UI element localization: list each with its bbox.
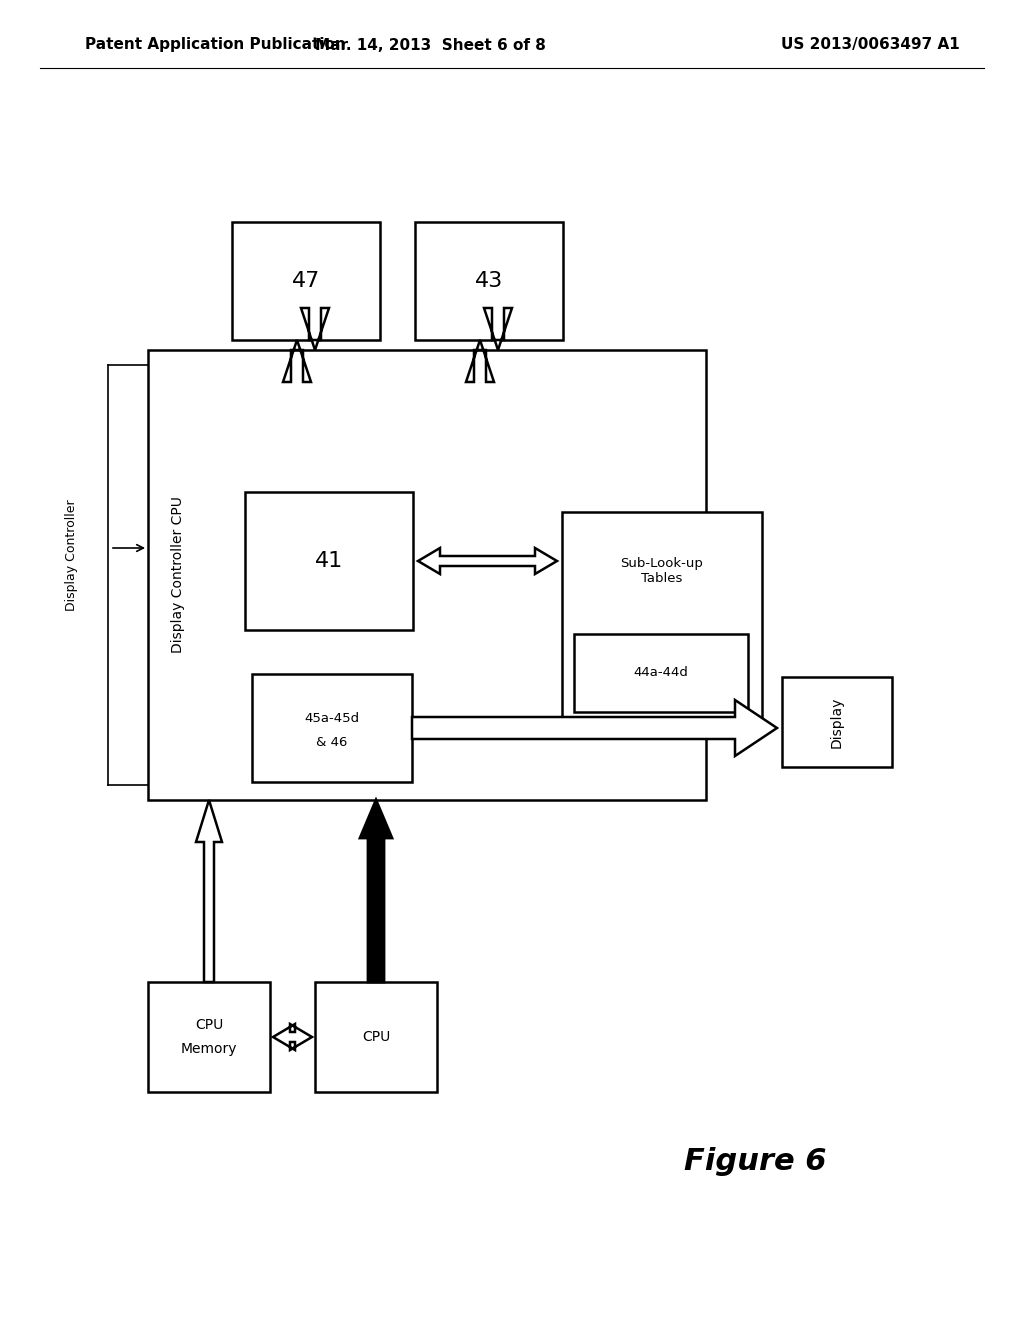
Polygon shape xyxy=(418,548,557,574)
Polygon shape xyxy=(360,800,392,982)
Text: Display Controller: Display Controller xyxy=(66,499,79,611)
Polygon shape xyxy=(273,1024,312,1049)
Text: Sub-Look-up
Tables: Sub-Look-up Tables xyxy=(621,557,703,585)
Text: Memory: Memory xyxy=(181,1041,238,1056)
Text: Patent Application Publication: Patent Application Publication xyxy=(85,37,346,53)
Bar xyxy=(782,677,892,767)
Text: 43: 43 xyxy=(475,271,503,290)
Text: Display: Display xyxy=(830,697,844,747)
Polygon shape xyxy=(466,341,494,381)
Bar xyxy=(148,350,706,800)
Text: Mar. 14, 2013  Sheet 6 of 8: Mar. 14, 2013 Sheet 6 of 8 xyxy=(314,37,546,53)
Text: 47: 47 xyxy=(292,271,321,290)
Bar xyxy=(574,634,748,711)
Bar xyxy=(562,512,762,722)
Text: CPU: CPU xyxy=(361,1030,390,1044)
Text: US 2013/0063497 A1: US 2013/0063497 A1 xyxy=(781,37,961,53)
Bar xyxy=(315,982,437,1092)
Polygon shape xyxy=(283,341,311,381)
Polygon shape xyxy=(196,800,222,982)
Bar xyxy=(232,222,380,341)
Bar xyxy=(245,492,413,630)
Text: 44a-44d: 44a-44d xyxy=(634,667,688,680)
Bar xyxy=(148,982,270,1092)
Text: 41: 41 xyxy=(314,550,343,572)
Text: 45a-45d: 45a-45d xyxy=(304,711,359,725)
Text: & 46: & 46 xyxy=(316,735,348,748)
Polygon shape xyxy=(301,308,329,350)
Bar xyxy=(415,222,563,341)
Text: Display Controller CPU: Display Controller CPU xyxy=(171,496,185,653)
Text: CPU: CPU xyxy=(195,1018,223,1032)
Text: Figure 6: Figure 6 xyxy=(684,1147,826,1176)
Polygon shape xyxy=(412,700,777,756)
Bar xyxy=(252,675,412,781)
Polygon shape xyxy=(484,308,512,350)
